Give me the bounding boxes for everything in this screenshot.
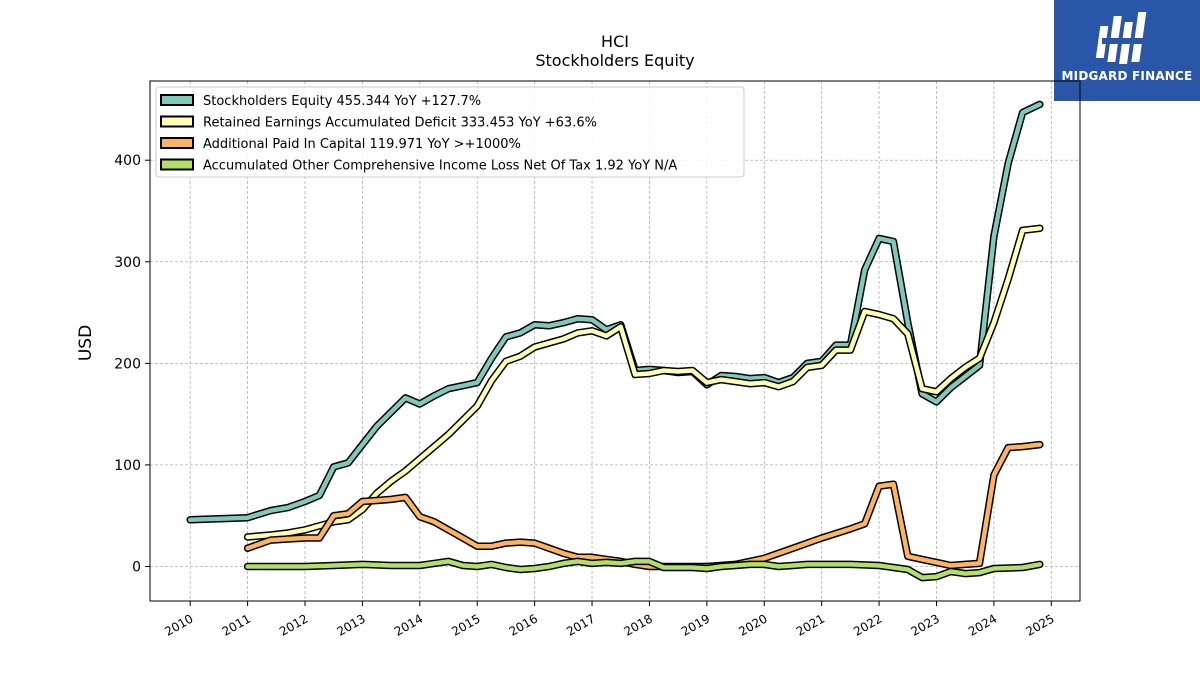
x-tick-label: 2021 (794, 611, 827, 638)
x-tick-label: 2011 (220, 611, 253, 638)
series-line (187, 102, 1043, 523)
x-tick-label: 2020 (736, 611, 769, 638)
y-tick-label: 300 (114, 255, 141, 271)
chart-title-block: HCI Stockholders Equity (0, 32, 1200, 70)
series-0 (186, 100, 1044, 524)
x-tick-label: 2018 (621, 611, 654, 638)
legend-entry: Additional Paid In Capital 119.971 YoY >… (203, 137, 521, 152)
legend-swatch (160, 94, 194, 106)
x-tick-label: 2012 (277, 611, 310, 638)
legend: Stockholders Equity 455.344 YoY +127.7% R… (155, 86, 745, 178)
x-tick-label: 2023 (909, 611, 942, 638)
series-layer (186, 100, 1044, 582)
x-tick-label: 2025 (1023, 611, 1056, 638)
x-tick-label: 2015 (449, 611, 482, 638)
x-tick-label: 2010 (162, 611, 195, 638)
legend-swatch (160, 137, 194, 149)
logo-text: MIDGARD FINANCE (1061, 69, 1193, 83)
y-tick-label: 100 (114, 458, 141, 474)
legend-swatch (160, 158, 194, 171)
logo: MIDGARD FINANCE (1054, 0, 1200, 101)
y-tick-label: 400 (114, 153, 141, 169)
series-line (245, 226, 1043, 540)
legend-box (155, 86, 745, 178)
chart-ticker: HCI (601, 32, 629, 51)
x-tick-label: 2024 (966, 611, 999, 638)
x-tick-label: 2014 (392, 611, 425, 638)
y-tick-label: 0 (132, 559, 141, 575)
x-tick-label: 2013 (334, 611, 367, 638)
x-tick-label: 2016 (507, 611, 540, 638)
legend-entry: Stockholders Equity 455.344 YoY +127.7% (203, 94, 481, 109)
legend-entry: Accumulated Other Comprehensive Income L… (203, 159, 677, 174)
series-1 (243, 224, 1044, 541)
x-tick-label: 2022 (851, 611, 884, 638)
y-axis-label: USD (76, 325, 96, 361)
series-3 (243, 557, 1044, 582)
plot-area-frame (149, 80, 1081, 602)
legend-entry: Retained Earnings Accumulated Deficit 33… (203, 116, 597, 131)
x-tick-label: 2017 (564, 611, 597, 638)
series-line (245, 559, 1043, 580)
y-tick-label: 200 (114, 356, 141, 372)
legend-swatch (160, 115, 194, 128)
x-tick-label: 2019 (679, 611, 712, 638)
chart-title: Stockholders Equity (535, 51, 695, 70)
logo-mark-icon (1095, 12, 1147, 64)
